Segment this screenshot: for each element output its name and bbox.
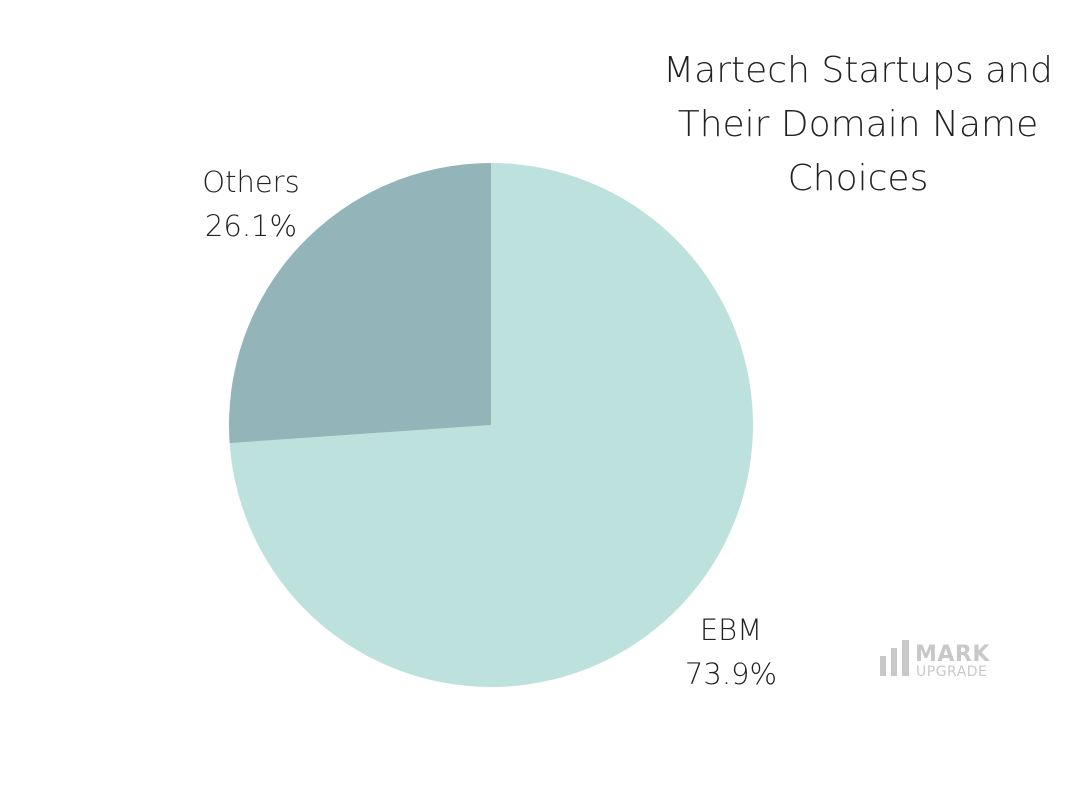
- chart-title-line-2: Their Domain Name: [678, 104, 1039, 145]
- pie-slice-others: [229, 163, 491, 444]
- chart-title: Martech Startups and Their Domain Name C…: [663, 50, 1053, 199]
- slice-value-label-ebm: 73.9%: [685, 657, 777, 691]
- brand-logo: MARK UPGRADE: [880, 640, 990, 680]
- slice-label-others: Others: [202, 165, 299, 199]
- logo-sub: UPGRADE: [916, 664, 987, 680]
- pie-slice-ebm: [229, 162, 754, 687]
- chart-title-line-1: Martech Startups and: [663, 50, 1053, 91]
- chart-title-line-3: Choices: [788, 158, 929, 199]
- slice-label-ebm: EBM: [700, 613, 762, 647]
- logo-name: MARK: [915, 642, 990, 667]
- slice-labels: EBM 73.9% Others 26.1%: [202, 165, 777, 691]
- bar-chart-icon: [880, 640, 909, 676]
- slice-value-label-others: 26.1%: [205, 209, 297, 243]
- pie-slices: [229, 162, 754, 687]
